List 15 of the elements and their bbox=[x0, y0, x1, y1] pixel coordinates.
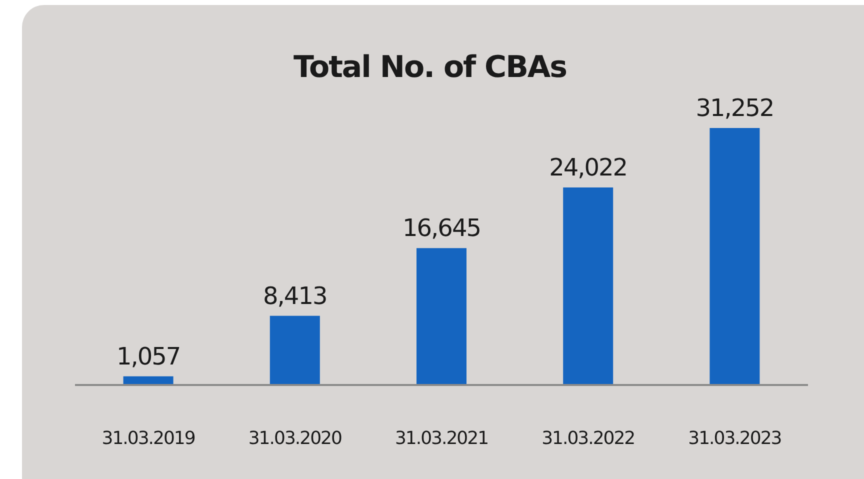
bar bbox=[270, 316, 320, 385]
chart-title: Total No. of CBAs bbox=[293, 50, 567, 85]
x-tick-label: 31.03.2021 bbox=[394, 428, 488, 449]
data-label: 8,413 bbox=[263, 282, 327, 310]
data-label: 16,645 bbox=[402, 214, 480, 242]
bar bbox=[563, 187, 614, 385]
data-label: 31,252 bbox=[696, 94, 774, 122]
data-label: 24,022 bbox=[549, 153, 628, 182]
bar bbox=[416, 248, 466, 385]
x-tick-label: 31.03.2020 bbox=[248, 428, 342, 449]
x-tick-label: 31.03.2019 bbox=[102, 428, 196, 449]
data-label: 1,057 bbox=[116, 342, 180, 370]
x-tick-label: 31.03.2023 bbox=[688, 428, 782, 449]
x-tick-label: 31.03.2022 bbox=[542, 428, 635, 449]
bar bbox=[710, 128, 760, 385]
